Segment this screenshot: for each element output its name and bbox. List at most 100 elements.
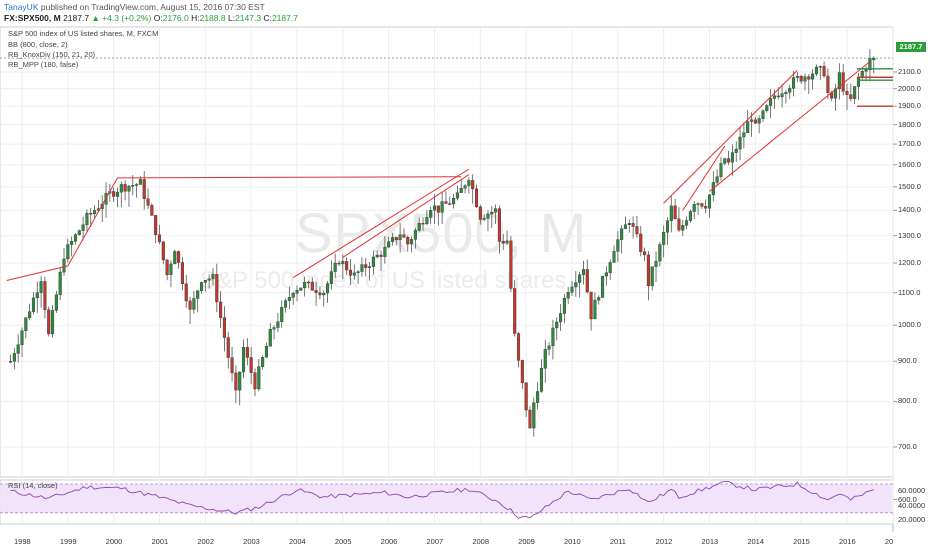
rsi-tick-label: 40.0000 xyxy=(898,500,926,510)
candle-body xyxy=(245,347,249,358)
candle-body xyxy=(12,353,16,362)
candle-body xyxy=(429,210,433,218)
candle-body xyxy=(524,382,528,411)
time-tick-label: 2016 xyxy=(839,537,856,546)
candle-body xyxy=(119,184,123,193)
time-tick-label: 1998 xyxy=(14,537,31,546)
price-tick-label: 700.0 xyxy=(898,442,917,451)
candle-body xyxy=(727,158,731,163)
candle-body xyxy=(352,272,356,276)
candle-body xyxy=(375,254,379,258)
candle-body xyxy=(547,345,551,350)
candle-body xyxy=(66,244,70,260)
candle-body xyxy=(677,218,681,231)
candle-body xyxy=(356,271,360,274)
candle-body xyxy=(276,321,280,328)
time-tick-label: 2002 xyxy=(197,537,215,546)
candle-body xyxy=(291,293,295,298)
candle-body xyxy=(203,280,207,283)
candle-body xyxy=(623,224,628,229)
candle-body xyxy=(612,251,616,263)
candle-body xyxy=(478,206,482,220)
candle-body xyxy=(746,121,750,133)
candle-body xyxy=(837,72,841,90)
rsi-legend: RSI (14, close) xyxy=(8,481,58,490)
candle-body xyxy=(681,225,685,231)
candle-body xyxy=(161,241,165,261)
candle-body xyxy=(268,329,272,347)
candle-body xyxy=(719,163,723,177)
candle-body xyxy=(360,264,364,272)
candle-body xyxy=(188,300,192,310)
author-link[interactable]: TanayUK xyxy=(4,2,39,12)
candle-body xyxy=(226,337,230,358)
candle-body xyxy=(639,233,643,252)
candle-body xyxy=(348,269,353,276)
candle-body xyxy=(16,344,20,354)
candle-body xyxy=(222,317,226,338)
candle-body xyxy=(688,211,692,221)
time-tick-label: 2004 xyxy=(289,537,306,546)
candle-body xyxy=(215,274,219,303)
candle-body xyxy=(261,357,265,367)
candle-body xyxy=(856,76,860,87)
candle-body xyxy=(497,208,501,242)
candle-body xyxy=(322,292,326,296)
candle-body xyxy=(73,234,78,242)
candle-body xyxy=(608,262,612,273)
price-tick-label: 1600.0 xyxy=(898,159,921,169)
close-label: C: xyxy=(263,13,272,23)
candle-body xyxy=(589,291,593,320)
change-label: ▲ +4.3 (+0.2%) xyxy=(91,13,152,23)
candle-body xyxy=(646,254,650,287)
candle-body xyxy=(387,241,391,248)
indicator-knoxdiv[interactable]: RB_KnoxDiv (150, 21, 20) xyxy=(8,50,96,59)
candle-body xyxy=(371,256,375,267)
candle-body xyxy=(192,298,196,310)
candle-body xyxy=(474,188,479,207)
ohlc-line: FX:SPX500, M 2187.7 ▲ +4.3 (+0.2%) O:217… xyxy=(4,13,298,24)
candle-body xyxy=(43,281,47,310)
candle-body xyxy=(249,357,253,373)
candle-body xyxy=(616,239,620,252)
candle-body xyxy=(303,282,307,289)
price-tick-label: 1400.0 xyxy=(898,205,921,215)
candle-body xyxy=(864,69,868,72)
candle-body xyxy=(157,234,162,243)
candle-body xyxy=(559,313,563,323)
candle-body xyxy=(62,258,66,273)
candle-body xyxy=(845,91,849,95)
indicator-bb[interactable]: BB (800, close, 2) xyxy=(8,40,68,49)
last-price-badge: 2187.7 xyxy=(896,42,926,52)
candle-body xyxy=(47,309,51,335)
candle-body xyxy=(513,288,517,334)
trend-line xyxy=(117,176,462,179)
candle-body xyxy=(738,136,742,150)
candle-body xyxy=(70,241,74,245)
candle-body xyxy=(390,237,395,242)
candle-body xyxy=(77,230,81,235)
candle-body xyxy=(757,118,761,124)
indicator-mpp[interactable]: RB_MPP (180, false) xyxy=(8,60,79,69)
candle-body xyxy=(631,223,635,227)
candle-body xyxy=(795,76,799,78)
candle-body xyxy=(665,220,670,233)
candle-body xyxy=(601,275,605,298)
candle-body xyxy=(673,205,677,220)
trend-line xyxy=(67,177,118,267)
candle-body xyxy=(669,205,673,221)
candle-body xyxy=(849,94,853,99)
trend-line xyxy=(6,265,68,282)
candle-body xyxy=(814,66,818,75)
candle-body xyxy=(383,246,387,257)
candle-body xyxy=(765,105,769,111)
candle-body xyxy=(135,184,139,186)
candle-body xyxy=(368,266,372,268)
candle-body xyxy=(650,266,654,287)
candle-body xyxy=(211,274,215,280)
time-tick-label: 2008 xyxy=(472,537,490,546)
trend-line xyxy=(342,174,470,258)
candle-body xyxy=(318,292,322,296)
candle-body xyxy=(39,281,43,293)
